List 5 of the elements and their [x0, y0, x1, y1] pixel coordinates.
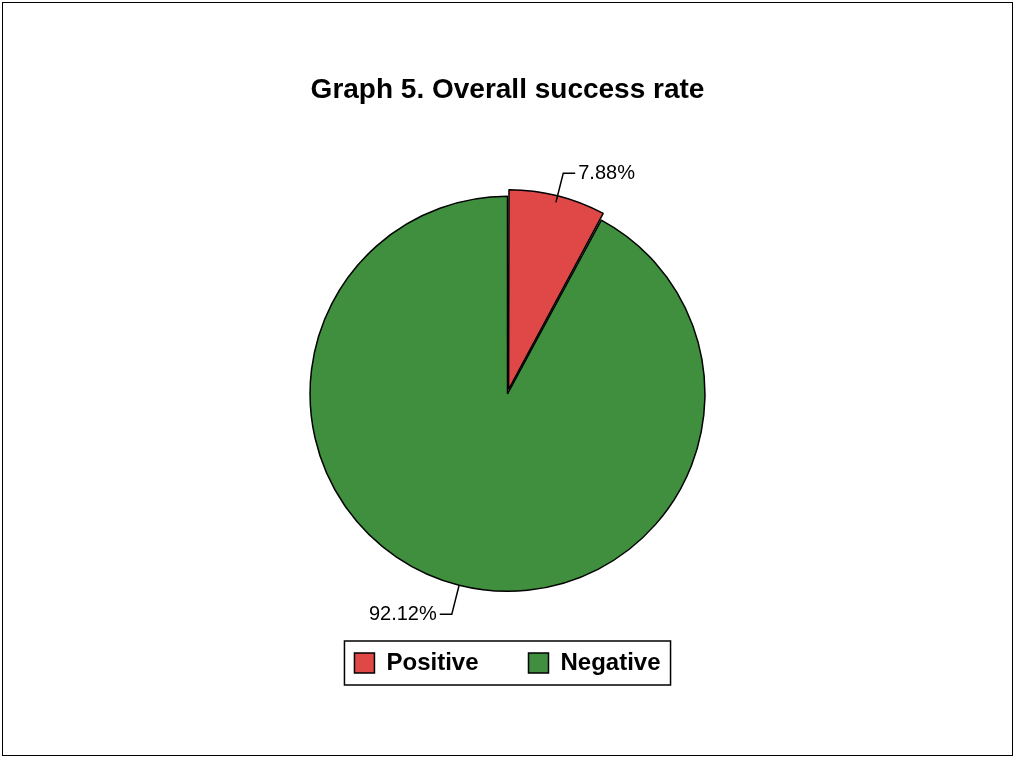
legend-label: Positive [386, 647, 479, 675]
data-label: 7.88% [578, 160, 636, 183]
data-label: 92.12% [368, 601, 437, 624]
chart-title: Graph 5. Overall success rate [310, 72, 705, 104]
legend-label: Negative [560, 647, 661, 675]
